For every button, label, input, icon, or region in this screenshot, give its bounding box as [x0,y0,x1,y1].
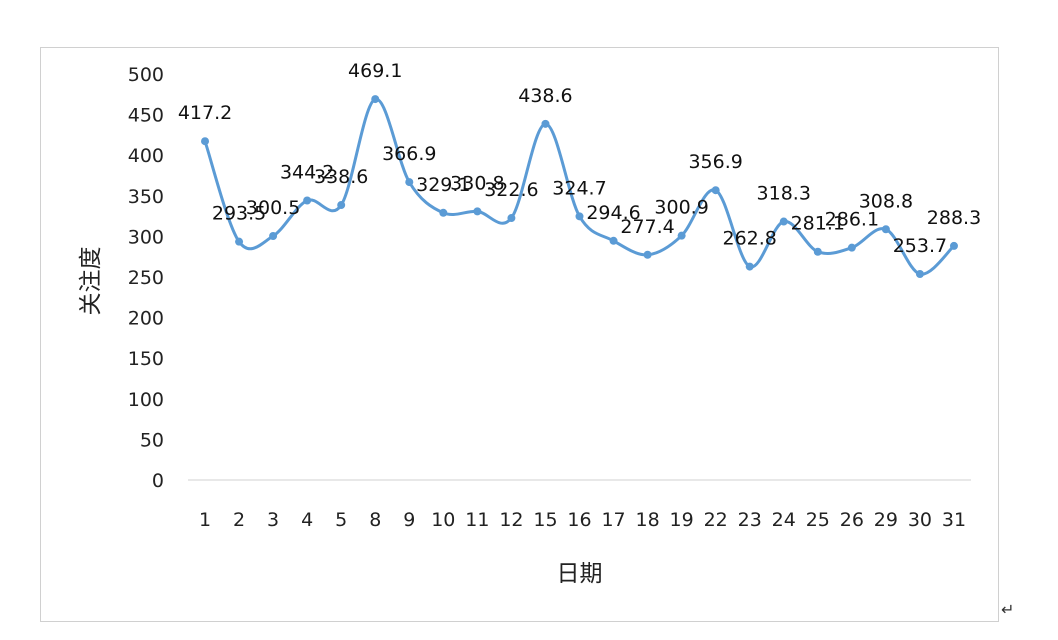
data-point [201,137,210,146]
data-label: 253.7 [893,235,947,257]
y-tick-label: 350 [128,186,164,208]
x-tick-label: 25 [806,509,830,531]
x-axis-title: 日期 [557,561,603,587]
data-point [507,214,516,223]
y-tick-label: 500 [128,64,164,86]
y-tick-label: 250 [128,267,164,289]
x-tick-label: 16 [567,509,591,531]
data-point [405,178,414,187]
x-tick-label: 11 [465,509,489,531]
data-label: 438.6 [518,85,572,107]
x-tick-label: 17 [601,509,625,531]
data-label: 338.6 [314,166,368,188]
data-label: 469.1 [348,60,402,82]
data-label: 344.2 [280,162,334,184]
data-label: 288.3 [927,207,981,229]
data-point [473,207,482,216]
x-tick-label: 18 [635,509,659,531]
y-tick-label: 100 [128,389,164,411]
data-label: 330.8 [450,172,504,194]
data-label: 262.8 [723,228,777,250]
data-point [269,231,278,240]
data-label: 329.1 [416,174,470,196]
paragraph-return-mark: ↵ [1001,600,1015,619]
x-tick-label: 5 [335,509,347,531]
data-label: 318.3 [757,183,811,205]
y-tick-label: 0 [152,470,164,492]
data-point [847,243,856,252]
x-tick-label: 23 [738,509,762,531]
data-label: 356.9 [688,151,742,173]
data-point [371,95,380,104]
y-axis-ticks: 0 50 100 150 200 250 300 350 400 450 500 [128,64,164,492]
data-point [439,208,448,217]
data-label: 308.8 [859,190,913,212]
x-tick-label: 9 [403,509,415,531]
data-point [303,196,312,205]
y-tick-label: 400 [128,145,164,167]
data-point [609,236,618,245]
data-label: 322.6 [484,179,538,201]
data-point [643,250,652,259]
data-label: 294.6 [586,202,640,224]
data-point [915,269,924,278]
x-tick-label: 3 [267,509,279,531]
data-point [881,225,890,234]
data-point [541,119,550,128]
data-point [779,217,788,226]
data-label: 277.4 [620,216,674,238]
x-axis-ticks: 1 2 3 4 5 8 9 10 11 12 15 16 17 18 19 22 23 24 25 26 29 30 31 [199,509,966,531]
data-label: 286.1 [825,209,879,231]
x-tick-label: 29 [874,509,898,531]
y-axis-title: 关注度 [78,247,104,316]
y-tick-label: 200 [128,308,164,330]
data-point [677,231,686,240]
y-tick-label: 300 [128,226,164,248]
x-tick-label: 24 [772,509,796,531]
x-tick-label: 19 [670,509,694,531]
x-tick-label: 4 [301,509,313,531]
y-tick-label: 150 [128,348,164,370]
data-point [235,237,244,246]
x-tick-label: 10 [431,509,455,531]
data-point [711,186,720,195]
data-label: 293.5 [212,203,266,225]
data-point [813,247,822,256]
x-tick-label: 12 [499,509,523,531]
y-tick-label: 50 [140,429,164,451]
data-point [949,241,958,250]
data-label: 300.9 [654,197,708,219]
data-label: 324.7 [552,177,606,199]
y-tick-label: 450 [128,105,164,127]
x-tick-label: 26 [840,509,864,531]
data-label: 281.1 [791,213,845,235]
x-tick-label: 8 [369,509,381,531]
data-label: 366.9 [382,143,436,165]
chart-frame [40,47,999,622]
data-point [745,262,754,271]
data-label: 417.2 [178,102,232,124]
x-tick-label: 31 [942,509,966,531]
series-markers [201,95,958,278]
x-tick-label: 30 [908,509,932,531]
x-tick-label: 22 [704,509,728,531]
x-tick-label: 2 [233,509,245,531]
x-tick-label: 15 [533,509,557,531]
data-point [575,212,584,221]
data-label: 300.5 [246,197,300,219]
data-point [337,201,346,210]
x-tick-label: 1 [199,509,211,531]
